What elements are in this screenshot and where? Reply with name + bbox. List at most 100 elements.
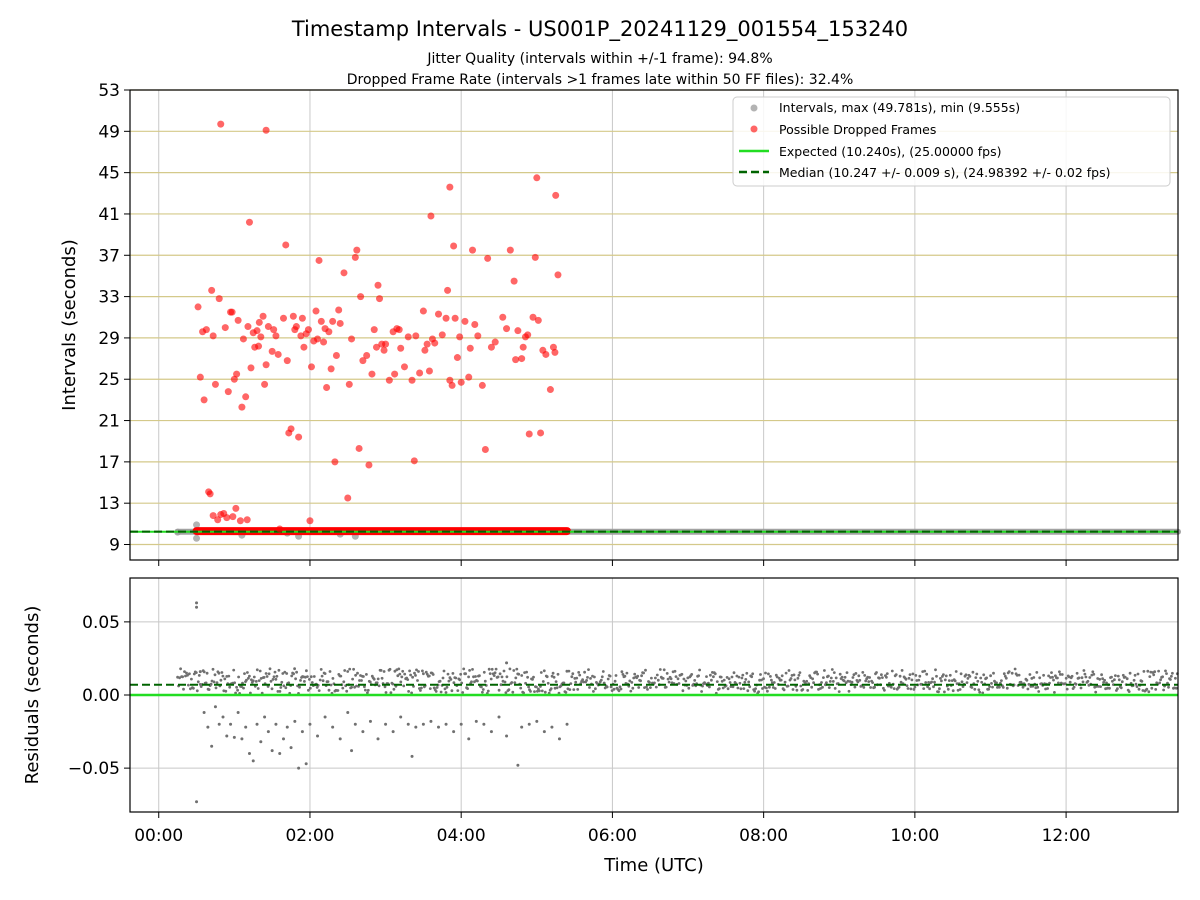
dropped-point-146	[512, 356, 520, 364]
residual-band-point-515	[682, 677, 686, 681]
residual-band-point-121	[295, 670, 298, 674]
residual-band-point-530	[697, 674, 700, 678]
residual-band-point-136	[309, 675, 313, 679]
dropped-point-102	[391, 370, 399, 378]
residual-band-point-386	[555, 686, 559, 690]
residual-band-point-12	[188, 672, 191, 676]
residual-band-point-749	[912, 688, 916, 691]
dropped-point-157	[537, 429, 545, 437]
residual-band-point-543	[710, 678, 713, 682]
residual-band-point-577	[743, 680, 747, 684]
residual-band-point-674	[838, 672, 842, 676]
dropped-point-113	[421, 346, 429, 354]
residual-band-point-416	[585, 679, 588, 682]
dropped-point-98	[380, 346, 388, 354]
residual-band-point-487	[654, 685, 658, 689]
residual-band-point-9	[185, 671, 188, 675]
residual-band-point-256	[427, 674, 431, 678]
residual-band-point-482	[650, 676, 653, 680]
residual-band-point-762	[925, 672, 929, 676]
residual-band-point-88	[262, 676, 266, 679]
residual-outlier-66	[550, 725, 554, 729]
dropped-point-36	[253, 327, 261, 335]
residual-band-point-640	[805, 679, 809, 683]
residual-band-point-120	[294, 677, 297, 681]
residual-band-point-541	[708, 685, 711, 689]
legend-box	[732, 96, 1171, 187]
residual-outlier-13	[236, 711, 240, 715]
residual-band-point-60	[235, 685, 239, 689]
residual-band-point-731	[894, 673, 898, 676]
residual-band-point-108	[282, 684, 286, 688]
residual-band-point-827	[989, 674, 992, 678]
residual-band-point-958	[1117, 678, 1121, 682]
residual-band-point-841	[1002, 672, 1006, 676]
dropped-point-135	[471, 320, 479, 328]
residual-band-point-849	[1010, 671, 1014, 675]
residual-band-point-846	[1007, 670, 1011, 673]
residual-band-point-747	[910, 678, 914, 682]
residual-band-point-833	[995, 681, 998, 685]
residual-band-point-340	[510, 681, 514, 684]
dropped-point-59	[297, 332, 305, 340]
residual-band-point-356	[526, 675, 529, 679]
residual-band-point-686	[850, 680, 854, 684]
dropped-point-43	[262, 126, 270, 134]
residual-band-point-692	[856, 680, 860, 684]
residual-band-point-347	[517, 672, 521, 676]
top-legend: Intervals, max (49.781s), min (9.555s) P…	[732, 96, 1171, 187]
residual-band-point-704	[868, 676, 871, 679]
residual-band-point-617	[782, 688, 786, 692]
residual-band-point-11	[187, 683, 190, 687]
residual-outlier-29	[297, 766, 301, 770]
residual-band-point-172	[345, 689, 349, 693]
residual-band-point-93	[267, 672, 271, 676]
residual-band-point-341	[511, 690, 515, 694]
residual-band-point-566	[732, 671, 736, 675]
residual-band-point-287	[458, 678, 462, 682]
residual-band-point-510	[677, 682, 681, 685]
residual-band-point-908	[1068, 680, 1072, 684]
residual-band-point-904	[1064, 676, 1068, 680]
residual-band-point-491	[658, 668, 662, 671]
residual-outlier-7	[213, 705, 217, 709]
residual-outlier-45	[399, 715, 403, 719]
residual-band-point-647	[812, 681, 815, 685]
residual-band-point-355	[525, 670, 528, 674]
residual-band-point-365	[535, 685, 538, 689]
residual-band-point-438	[606, 677, 610, 681]
top-data	[130, 120, 1181, 542]
residual-band-point-208	[380, 676, 384, 680]
residual-band-point-946	[1106, 686, 1109, 690]
residual-outlier-16	[247, 752, 251, 755]
residual-band-point-690	[854, 672, 858, 675]
residual-band-point-538	[705, 675, 708, 678]
residual-band-point-425	[594, 687, 597, 691]
dropped-point-27	[238, 403, 246, 411]
residual-band-point-786	[948, 673, 952, 677]
residual-band-point-92	[266, 685, 270, 688]
residual-band-point-549	[715, 680, 719, 683]
dropped-point-11	[214, 516, 222, 524]
dropped-point-4	[202, 326, 210, 334]
residual-band-point-809	[971, 670, 975, 674]
residual-band-point-772	[935, 674, 938, 678]
residual-outlier-9	[221, 715, 225, 719]
residual-band-point-406	[575, 676, 579, 680]
residual-outlier-68	[565, 722, 569, 726]
residual-band-point-248	[420, 686, 423, 690]
residual-outlier-47	[410, 754, 414, 758]
residual-band-point-741	[904, 677, 908, 681]
residual-band-point-651	[816, 672, 819, 676]
residual-band-point-241	[413, 671, 416, 675]
residual-band-point-59	[234, 691, 238, 695]
residual-band-point-813	[975, 672, 979, 676]
residual-band-point-750	[913, 685, 917, 689]
residual-band-point-424	[593, 675, 596, 679]
residual-outlier-67	[557, 737, 561, 741]
residual-band-point-989	[1148, 675, 1152, 678]
residual-band-point-957	[1116, 674, 1120, 678]
dropped-point-30	[243, 516, 251, 524]
residual-band-point-217	[389, 691, 393, 695]
residual-band-point-235	[407, 690, 410, 693]
